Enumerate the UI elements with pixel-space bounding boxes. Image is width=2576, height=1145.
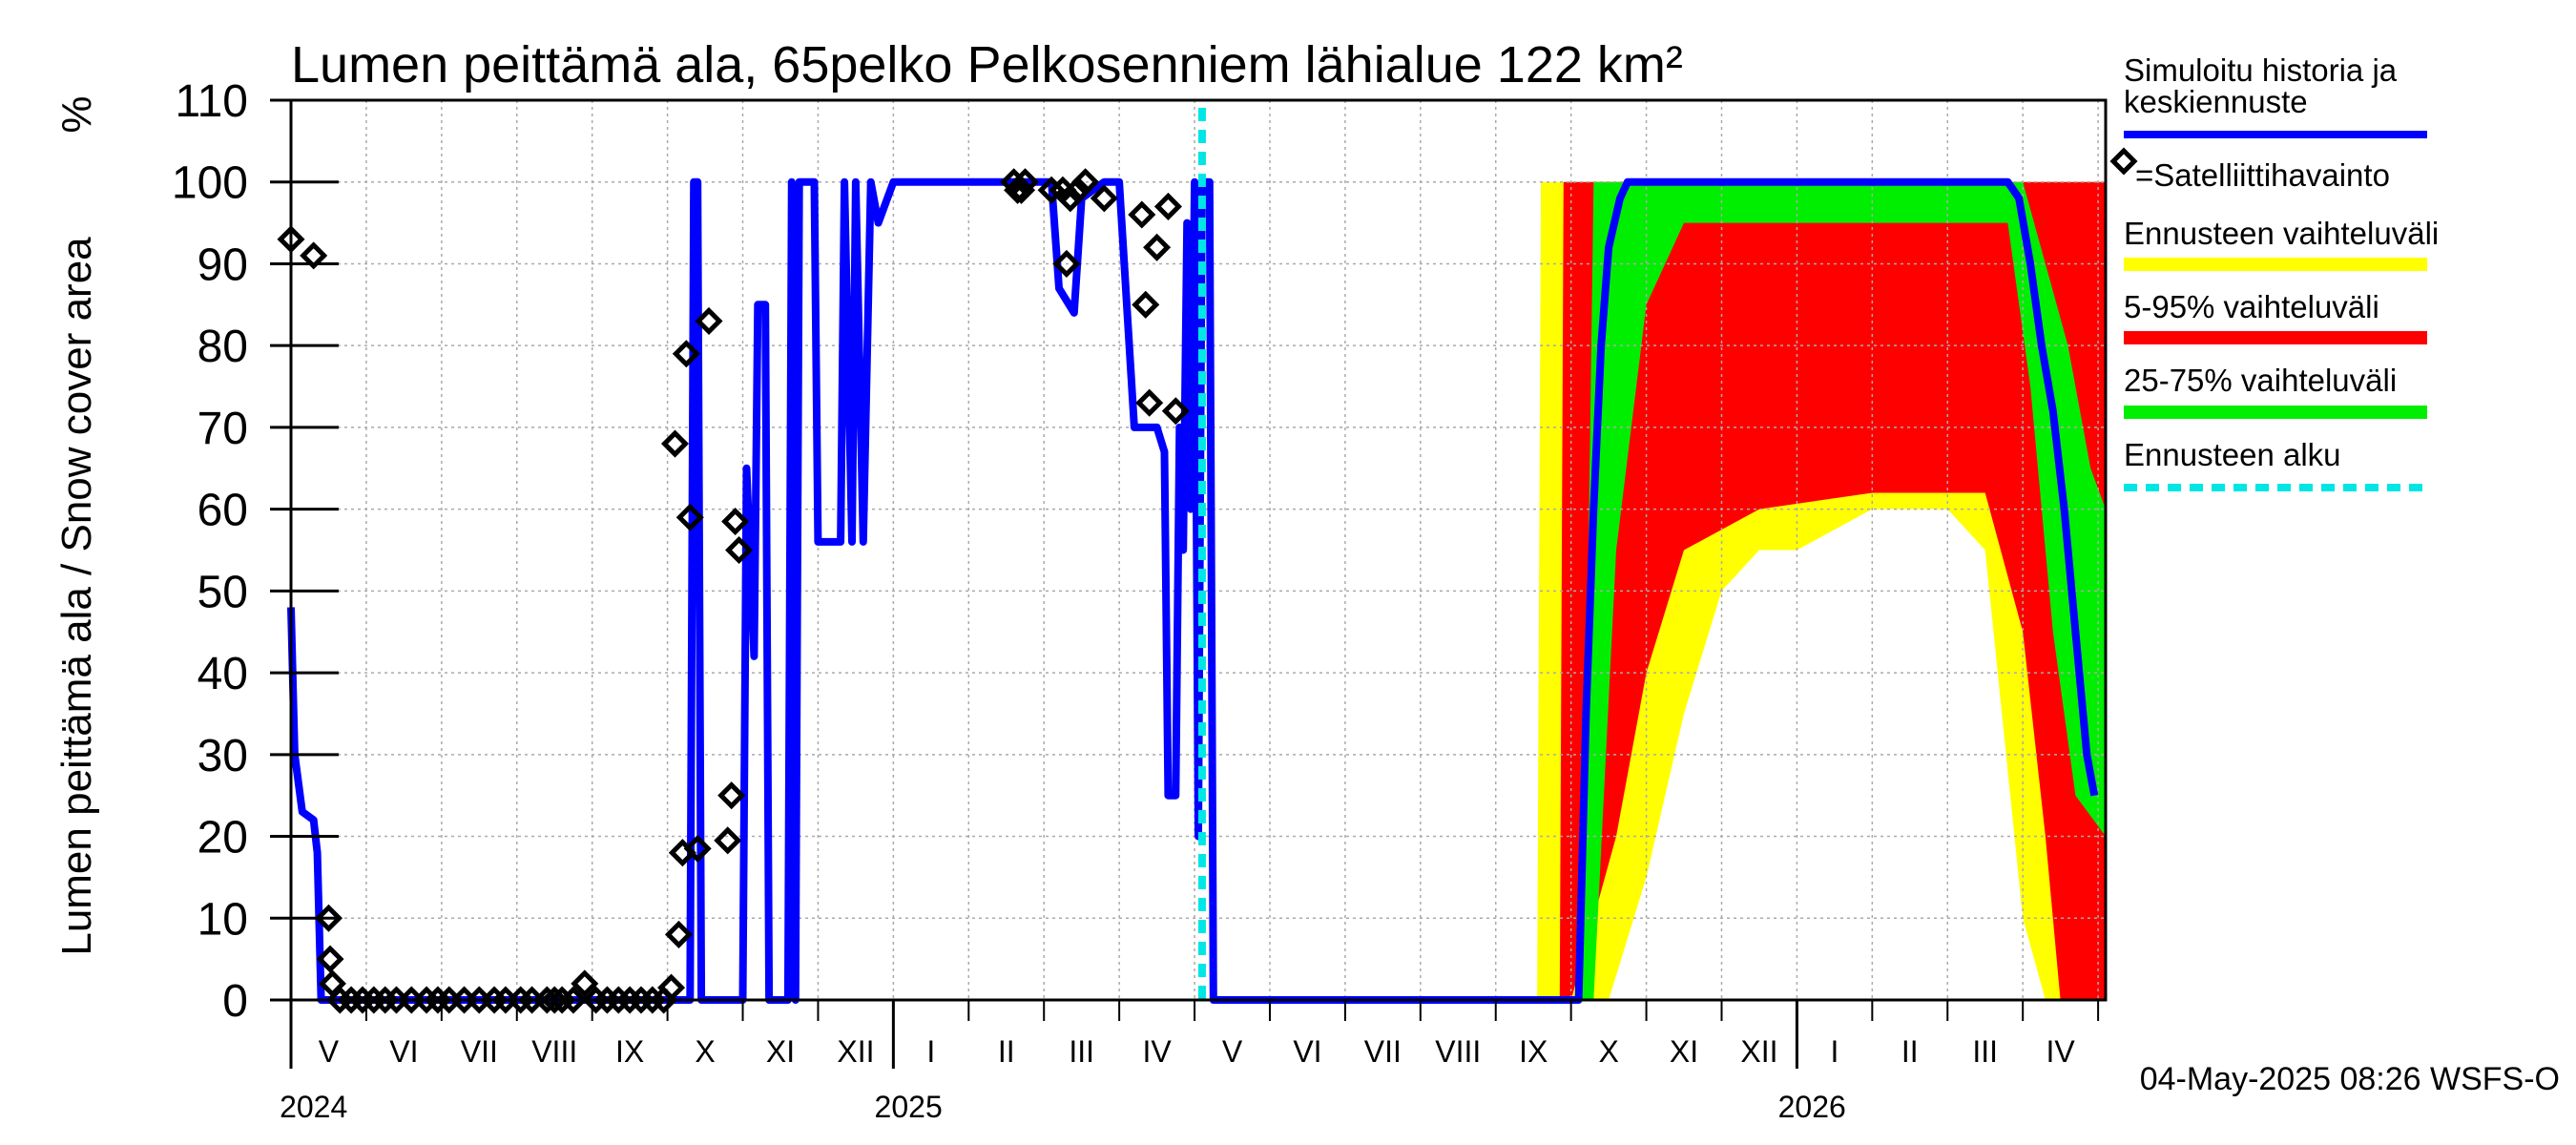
x-month-label: IV [2046,1034,2076,1069]
plot-frame [289,98,2108,1002]
x-month-label: IV [1142,1034,1172,1069]
x-year-label: 2025 [875,1090,943,1124]
sat-point [657,973,686,1002]
sat-point [725,535,754,565]
sat-point [571,969,599,998]
sat-point [664,920,693,948]
sat-point [672,340,700,368]
y-axis-label: Lumen peittämä ala / Snow cover area [53,237,100,956]
sat-point [540,986,569,1014]
legend-sim-label-2: keskiennuste [2124,84,2308,119]
sat-point [314,904,343,932]
legend-start-label: Ennusteen alku [2124,437,2341,472]
x-year-label: 2024 [280,1090,347,1124]
sat-point [1128,200,1156,229]
sat-point [316,945,344,973]
y-tick-label: 40 [197,649,248,699]
y-tick-label: 100 [172,158,248,209]
sat-point [1153,192,1182,220]
x-month-label: VII [1364,1034,1402,1069]
sat-point [714,826,742,855]
x-month-label: IX [615,1034,644,1069]
series-line [287,177,2099,1004]
y-tick-label: 50 [197,567,248,617]
x-month-label: VIII [1435,1034,1481,1069]
legend-p2575-label: 25-75% vaihteluväli [2124,363,2397,398]
sat-point [1161,397,1190,426]
sat-point [1135,388,1164,417]
x-month-label: III [1972,1034,1998,1069]
sat-point [300,241,328,270]
x-month-label: I [1830,1034,1839,1069]
y-tick-labels: 0 10 20 30 40 50 60 70 80 90 100 110 [172,76,248,1027]
x-month-label: X [695,1034,715,1069]
x-month-label: II [1901,1034,1919,1069]
sat-point [717,781,746,810]
sat-point [1071,168,1100,197]
x-year-label: 2026 [1778,1090,1846,1124]
x-tick-labels: V VI VII VIII IX X XI XII I II III IV V VI VII VIII IX X X… [280,1034,2075,1124]
sat-point [695,306,723,335]
y-tick-label: 70 [197,404,248,454]
x-month-label: XI [1670,1034,1698,1069]
sat-point [675,503,704,531]
legend-sat-label: =Satelliittihavainto [2135,157,2390,193]
legend: Simuloitu historia ja keskiennuste =Sate… [2109,52,2439,491]
x-month-label: III [1069,1034,1094,1069]
x-month-label: I [926,1034,935,1069]
y-tick-label: 60 [197,486,248,536]
legend-sim-label-1: Simuloitu historia ja [2124,52,2398,88]
x-month-label: VI [389,1034,418,1069]
sat-point [1056,184,1085,213]
x-month-label: XI [766,1034,795,1069]
simulated-series [287,177,2099,1004]
sat-point [559,986,588,1014]
sat-point [660,429,690,458]
x-month-label: VIII [531,1034,577,1069]
legend-sat-marker [2109,147,2138,176]
sat-point [721,507,750,536]
sat-point [1143,233,1172,261]
y-axis-unit: % [53,95,100,133]
y-tick-label: 30 [197,731,248,781]
sat-point [1090,184,1118,213]
sat-point [1064,176,1092,204]
x-month-label: IX [1519,1034,1548,1069]
y-tick-label: 10 [197,894,248,945]
y-tick-label: 110 [175,76,248,127]
legend-range-label: Ennusteen vaihteluväli [2124,216,2439,251]
sat-point [1052,249,1081,278]
axes [270,98,2108,1069]
x-month-label: VI [1293,1034,1321,1069]
y-tick-label: 90 [197,239,248,290]
y-tick-label: 0 [222,976,248,1027]
chart-title: Lumen peittämä ala, 65pelko Pelkosenniem… [291,36,1683,94]
x-month-label: V [1222,1034,1243,1069]
legend-p595-label: 5-95% vaihteluväli [2124,289,2379,324]
y-tick-label: 80 [197,322,248,372]
footer-timestamp: 04-May-2025 08:26 WSFS-O [2140,1061,2560,1097]
x-month-label: V [319,1034,340,1069]
y-tick-label: 20 [197,813,248,864]
sat-point [1132,290,1160,319]
x-month-label: X [1598,1034,1618,1069]
x-month-label: II [998,1034,1015,1069]
sat-point [1004,176,1032,204]
x-month-label: XII [837,1034,874,1069]
sat-point [683,834,712,863]
satellite-observations [277,168,1190,1014]
x-month-label: VII [461,1034,498,1069]
x-month-label: XII [1740,1034,1777,1069]
sat-point [1010,168,1040,197]
